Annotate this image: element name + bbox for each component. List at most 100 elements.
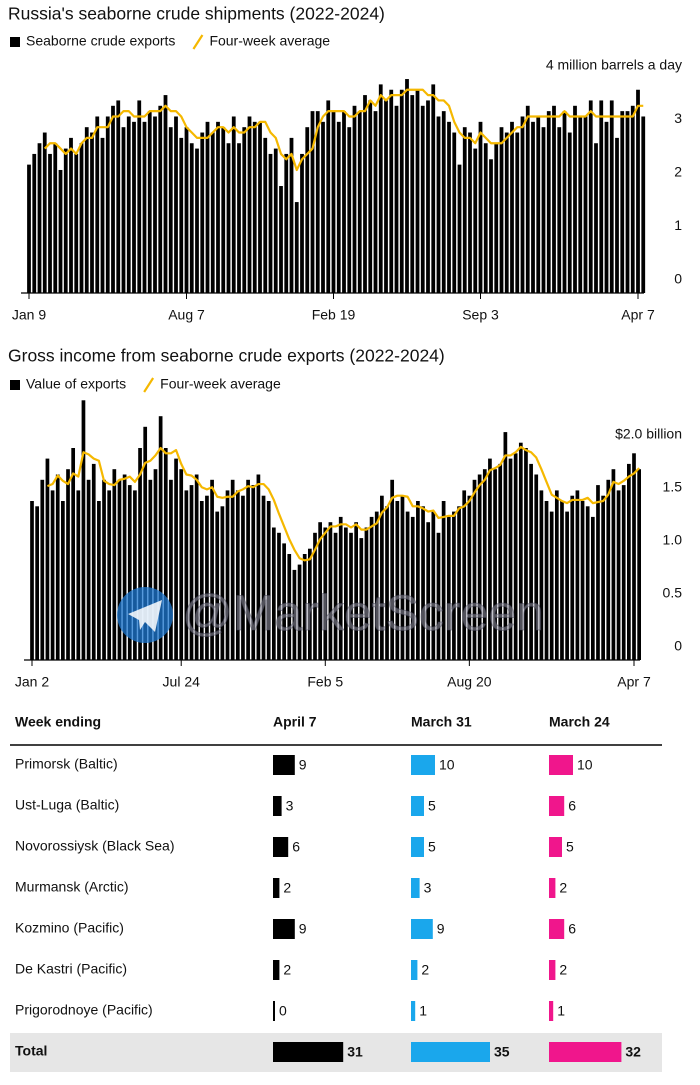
bar — [74, 153, 79, 293]
table-value: 10 — [577, 757, 593, 773]
x-tick-label: Sep 3 — [462, 307, 499, 323]
table-value: 32 — [625, 1044, 641, 1060]
bar — [79, 143, 84, 293]
average-line — [43, 88, 644, 172]
bar — [37, 143, 42, 293]
bar — [431, 84, 436, 293]
bar — [599, 100, 604, 293]
bar — [32, 153, 37, 293]
bar — [105, 116, 110, 293]
bar — [268, 153, 273, 293]
table-bar — [549, 796, 565, 816]
y-tick-label: 0 — [674, 271, 682, 287]
bar — [271, 527, 276, 660]
bar — [336, 121, 341, 293]
y-tick-label: 0.5 — [663, 585, 683, 601]
bar — [421, 506, 425, 660]
bar — [318, 522, 322, 660]
table-bar — [411, 960, 418, 980]
x-tick-label: Apr 7 — [621, 307, 655, 323]
bar — [69, 137, 73, 293]
bar — [446, 516, 451, 660]
bar — [615, 137, 619, 293]
bar — [426, 100, 430, 293]
bar — [86, 479, 91, 660]
bar — [305, 127, 310, 294]
bar — [205, 495, 209, 660]
bar — [503, 432, 508, 660]
bar — [349, 532, 353, 660]
bar — [364, 527, 369, 660]
bar — [91, 463, 96, 660]
row-label: Novorossiysk (Black Sea) — [15, 838, 175, 854]
bar — [194, 474, 199, 660]
bar — [552, 105, 556, 293]
bar — [575, 490, 580, 660]
bar — [416, 501, 420, 660]
bar — [625, 111, 630, 294]
bar — [489, 159, 493, 293]
bar — [580, 501, 585, 660]
bar — [174, 458, 178, 660]
bar — [632, 453, 636, 660]
bar — [583, 116, 588, 293]
bar — [369, 516, 374, 660]
bar — [395, 501, 400, 660]
bar — [436, 116, 441, 293]
bar — [189, 143, 194, 293]
table-value: 5 — [428, 839, 436, 855]
bar — [601, 495, 605, 660]
x-tick-label: Feb 5 — [307, 674, 343, 690]
bar — [300, 153, 304, 293]
x-tick-label: Aug 7 — [168, 307, 205, 323]
bar — [200, 132, 205, 293]
bar — [352, 105, 357, 293]
bar — [513, 453, 518, 660]
bar — [235, 490, 240, 660]
bar — [263, 137, 268, 293]
table-bar — [273, 755, 295, 775]
bar — [520, 116, 525, 293]
bar — [50, 490, 55, 660]
row-label: Primorsk (Baltic) — [15, 756, 118, 772]
bar — [76, 490, 81, 660]
table-value: 0 — [279, 1003, 287, 1019]
table-value: 9 — [299, 757, 307, 773]
bar — [426, 522, 431, 660]
bar — [515, 132, 520, 293]
bar — [557, 127, 562, 294]
table-value: 2 — [559, 962, 567, 978]
table-bar — [411, 919, 433, 939]
watermark: @MarketScreen — [182, 585, 544, 641]
bar — [508, 458, 513, 660]
bar — [111, 105, 115, 293]
bar — [347, 127, 352, 294]
bar — [498, 463, 503, 660]
bar — [627, 463, 631, 660]
table-value: 2 — [283, 962, 291, 978]
bar — [90, 132, 94, 293]
bar — [137, 100, 142, 293]
table-header: Week ending — [15, 714, 101, 730]
bar — [452, 511, 456, 660]
bar — [323, 527, 328, 660]
bar — [189, 485, 194, 660]
table-header: April 7 — [273, 714, 317, 730]
bar — [585, 506, 590, 660]
bar — [258, 121, 262, 293]
bar — [279, 186, 283, 293]
bar — [410, 516, 415, 660]
bar — [467, 495, 472, 660]
bar — [636, 89, 640, 293]
table-value: 6 — [292, 839, 300, 855]
table-bar — [273, 1042, 344, 1062]
table-bar — [411, 837, 424, 857]
bar — [237, 143, 241, 293]
bar — [147, 111, 152, 294]
bar — [81, 400, 86, 660]
bar — [266, 501, 271, 660]
bar — [174, 116, 178, 293]
table-bar — [549, 960, 556, 980]
bar — [107, 490, 112, 660]
bar — [363, 95, 367, 294]
